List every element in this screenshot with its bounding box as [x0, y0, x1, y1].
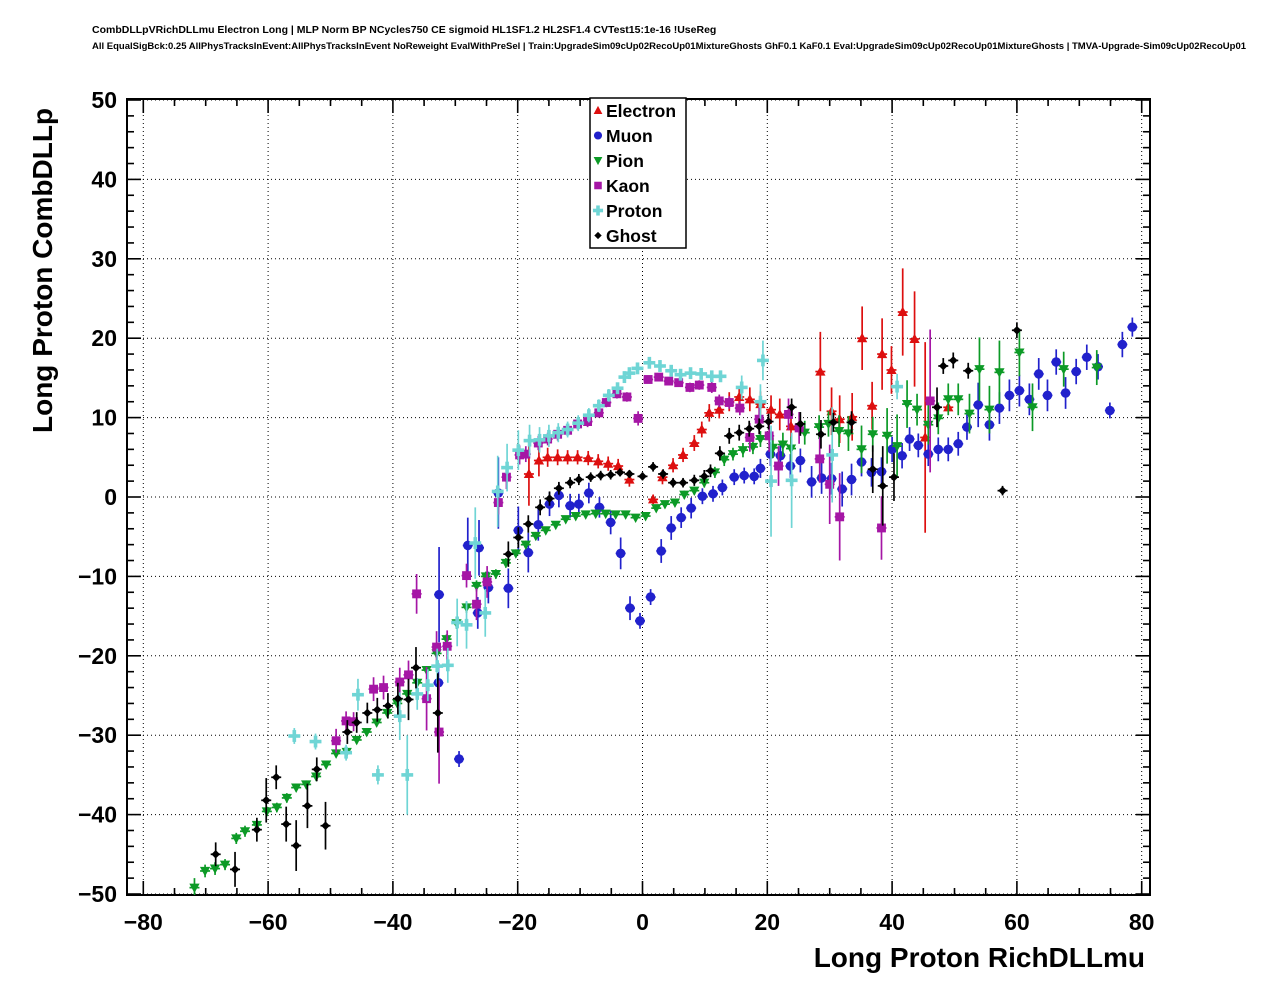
legend-label: Proton [606, 201, 662, 221]
y-tick-label: 0 [104, 484, 117, 510]
y-tick-label: 40 [91, 166, 117, 192]
y-tick-label: 50 [91, 87, 117, 113]
legend-entry-ghost: Ghost [594, 226, 657, 246]
legend-label: Pion [606, 151, 644, 171]
y-axis-title: Long Proton CombDLLp [27, 108, 58, 433]
x-tick-label: −80 [124, 909, 163, 935]
x-axis-title: Long Proton RichDLLmu [814, 942, 1145, 973]
y-tick-label: −30 [78, 722, 117, 748]
tick-labels: −80 −60 −40 −20 0 20 40 60 80 −50 −40 −30 −20 −10 0 10 2… [78, 87, 1155, 935]
legend-label: Electron [606, 101, 676, 121]
plot-title-line2: All EqualSigBck:0.25 AllPhysTracksInEven… [92, 41, 1247, 52]
axis-ticks [127, 99, 1150, 895]
legend-entry-muon: Muon [593, 126, 653, 146]
legend: Electron Muon Pion Kaon Proton Ghost [589, 97, 687, 249]
x-tick-label: 20 [755, 909, 781, 935]
x-tick-label: 80 [1129, 909, 1155, 935]
x-tick-label: −40 [373, 909, 412, 935]
legend-entry-proton: Proton [592, 201, 662, 221]
legend-label: Ghost [606, 226, 657, 246]
legend-entry-electron: Electron [593, 101, 676, 121]
y-tick-label: −40 [78, 802, 117, 828]
legend-label: Kaon [606, 176, 650, 196]
legend-box [589, 97, 687, 249]
y-tick-label: −20 [78, 643, 117, 669]
x-tick-label: −60 [249, 909, 288, 935]
plot-title-line1: CombDLLpVRichDLLmu Electron Long | MLP N… [92, 24, 717, 36]
legend-label: Muon [606, 126, 653, 146]
y-tick-label: −10 [78, 563, 117, 589]
legend-entry-pion: Pion [593, 151, 644, 171]
y-tick-label: −50 [78, 881, 117, 907]
x-tick-label: 40 [879, 909, 905, 935]
series-pion [189, 328, 1102, 895]
y-tick-label: 10 [91, 405, 117, 431]
x-tick-label: 0 [636, 909, 649, 935]
y-tick-label: 20 [91, 325, 117, 351]
x-tick-label: 60 [1004, 909, 1030, 935]
legend-entry-kaon: Kaon [594, 176, 650, 196]
y-tick-label: 30 [91, 246, 117, 272]
x-tick-label: −20 [498, 909, 537, 935]
series-ghost [210, 322, 1022, 887]
series-proton [288, 340, 904, 815]
